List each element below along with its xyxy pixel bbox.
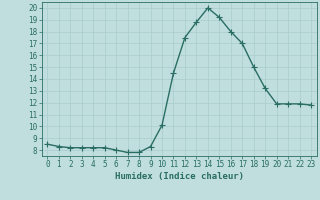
X-axis label: Humidex (Indice chaleur): Humidex (Indice chaleur) xyxy=(115,172,244,181)
